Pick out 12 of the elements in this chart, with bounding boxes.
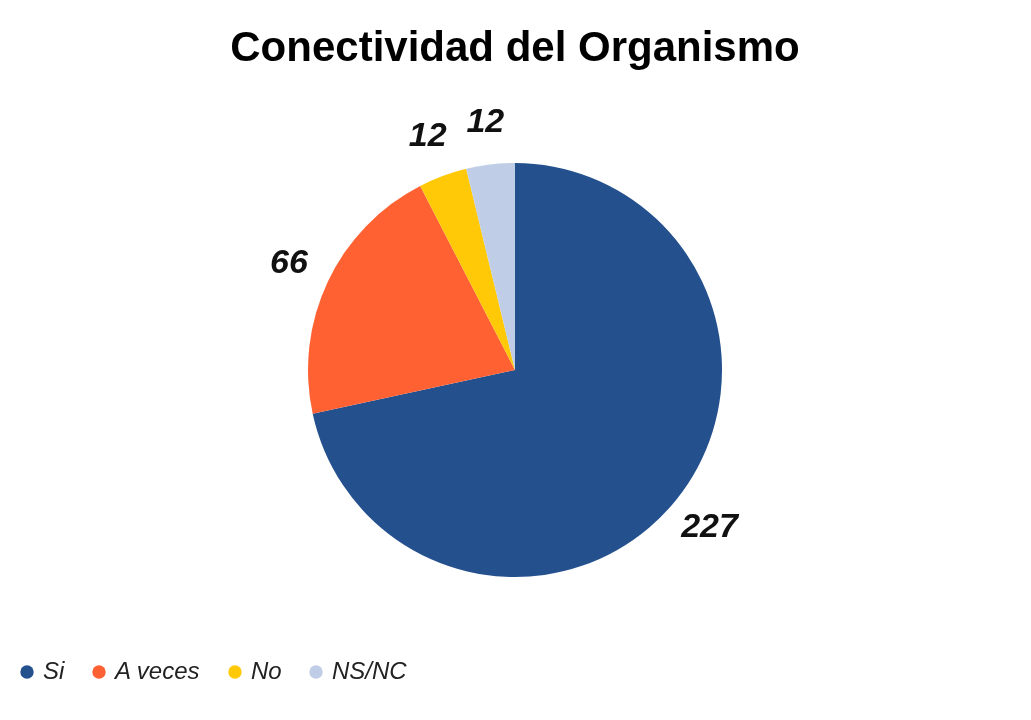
legend-label: No — [251, 657, 282, 684]
pie-slice — [308, 185, 515, 414]
data-label: 66 — [270, 242, 309, 281]
pie-slice — [420, 168, 515, 370]
legend-label: NS/NC — [332, 657, 408, 684]
chart-title: Conectividad del Organismo — [230, 23, 800, 70]
data-label: 227 — [680, 505, 741, 544]
pie-slice — [466, 163, 515, 370]
legend-label: A veces — [113, 657, 200, 684]
legend-label: Si — [43, 657, 66, 684]
data-label: 12 — [466, 100, 505, 139]
data-label: 12 — [408, 114, 447, 153]
